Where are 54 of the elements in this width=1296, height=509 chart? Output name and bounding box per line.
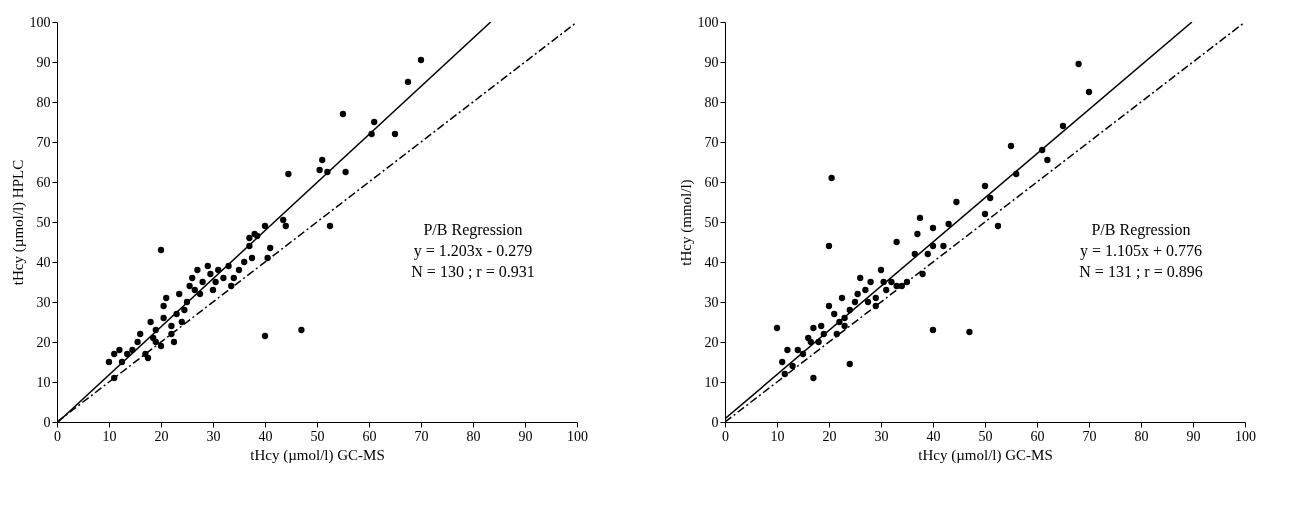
y-axis-title: tHcy (µmol/l) HPLC <box>9 159 27 286</box>
x-tick-label: 10 <box>770 428 785 444</box>
y-axis-title: tHcy (mmol/l) <box>677 179 695 266</box>
annotation: P/B Regression <box>1091 221 1191 239</box>
annotation: y = 1.105x + 0.776 <box>1079 242 1203 260</box>
x-tick-label: 60 <box>1030 428 1045 444</box>
x-tick-label: 20 <box>822 428 837 444</box>
y-tick-label: 60 <box>36 174 51 190</box>
x-tick-label: 0 <box>54 428 61 444</box>
x-tick-label: 90 <box>518 428 533 444</box>
x-tick-label: 70 <box>1082 428 1097 444</box>
y-tick-label: 90 <box>704 54 719 70</box>
x-tick-label: 90 <box>1186 428 1201 444</box>
y-tick-label: 60 <box>704 174 719 190</box>
y-tick-label: 70 <box>36 134 51 150</box>
annotation: P/B Regression <box>423 221 523 239</box>
x-tick-label: 70 <box>414 428 429 444</box>
annotation: y = 1.203x - 0.279 <box>413 242 533 260</box>
y-tick-label: 90 <box>36 54 51 70</box>
y-tick-label: 0 <box>43 414 51 430</box>
x-tick-label: 80 <box>1134 428 1149 444</box>
y-tick-label: 40 <box>704 254 719 270</box>
y-tick-label: 70 <box>704 134 719 150</box>
x-tick-label: 50 <box>978 428 993 444</box>
y-tick-label: 50 <box>704 214 719 230</box>
y-tick-label: 100 <box>29 14 51 30</box>
x-tick-label: 40 <box>258 428 273 444</box>
y-tick-label: 30 <box>36 294 51 310</box>
y-tick-label: 80 <box>704 94 719 110</box>
y-tick-label: 50 <box>36 214 51 230</box>
x-tick-label: 30 <box>206 428 221 444</box>
x-tick-label: 10 <box>102 428 117 444</box>
y-tick-label: 30 <box>704 294 719 310</box>
y-tick-label: 80 <box>36 94 51 110</box>
x-axis-title: tHcy (µmol/l) GC-MS <box>918 446 1053 464</box>
y-tick-label: 0 <box>711 414 719 430</box>
y-tick-label: 20 <box>36 334 51 350</box>
x-tick-label: 30 <box>874 428 889 444</box>
x-tick-label: 80 <box>466 428 481 444</box>
y-tick-label: 10 <box>704 374 719 390</box>
x-tick-label: 100 <box>567 428 588 444</box>
annotation: N = 130 ; r = 0.931 <box>411 263 535 280</box>
x-tick-label: 20 <box>154 428 169 444</box>
y-tick-label: 10 <box>36 374 51 390</box>
y-tick-label: 20 <box>704 334 719 350</box>
x-axis-title: tHcy (µmol/l) GC-MS <box>250 446 385 464</box>
x-tick-label: 60 <box>362 428 377 444</box>
x-tick-label: 100 <box>1235 428 1256 444</box>
x-tick-label: 40 <box>926 428 941 444</box>
annotation: N = 131 ; r = 0.896 <box>1079 263 1203 280</box>
y-tick-label: 40 <box>36 254 51 270</box>
x-tick-label: 0 <box>722 428 729 444</box>
x-tick-label: 50 <box>310 428 325 444</box>
y-tick-label: 100 <box>697 14 719 30</box>
